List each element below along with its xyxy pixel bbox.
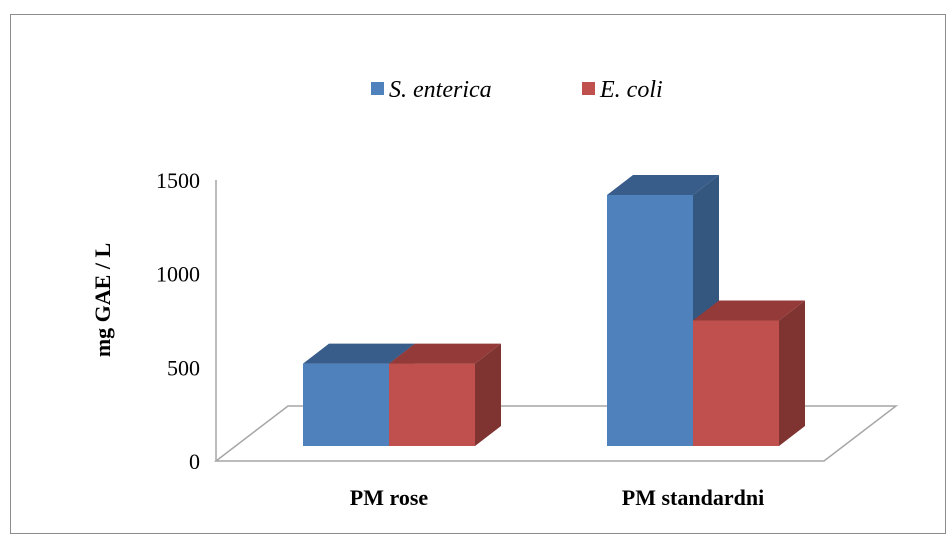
bar — [693, 300, 805, 446]
bar-side — [779, 300, 805, 446]
x-axis-labels: PM rose PM standardni — [350, 485, 764, 510]
legend-swatch — [582, 82, 595, 95]
legend-label: S. enterica — [389, 77, 492, 103]
bar-front — [693, 320, 779, 446]
x-category-label: PM standardni — [622, 485, 764, 510]
legend: S. enterica E. coli — [371, 77, 663, 103]
legend-item: S. enterica — [371, 77, 492, 103]
bar-top — [303, 343, 415, 364]
bar-top — [389, 343, 501, 364]
bar-front — [303, 363, 389, 446]
x-category-label: PM rose — [350, 485, 429, 510]
y-tick-label: 0 — [189, 449, 200, 474]
bar-top — [607, 174, 719, 195]
bar-side — [475, 343, 501, 446]
legend-item: E. coli — [582, 77, 663, 103]
legend-swatch — [371, 82, 384, 95]
y-axis-title: mg GAE / L — [90, 243, 115, 357]
y-tick-label: 1500 — [156, 168, 200, 193]
bar-top — [693, 300, 805, 321]
bar-front — [607, 194, 693, 446]
legend-label: E. coli — [599, 77, 663, 103]
y-axis: 0 500 1000 1500 — [156, 168, 217, 474]
bar-group — [303, 174, 805, 446]
bar-front — [389, 363, 475, 446]
y-tick-label: 500 — [167, 355, 200, 380]
y-tick-label: 1000 — [156, 262, 200, 287]
bar — [389, 343, 501, 446]
